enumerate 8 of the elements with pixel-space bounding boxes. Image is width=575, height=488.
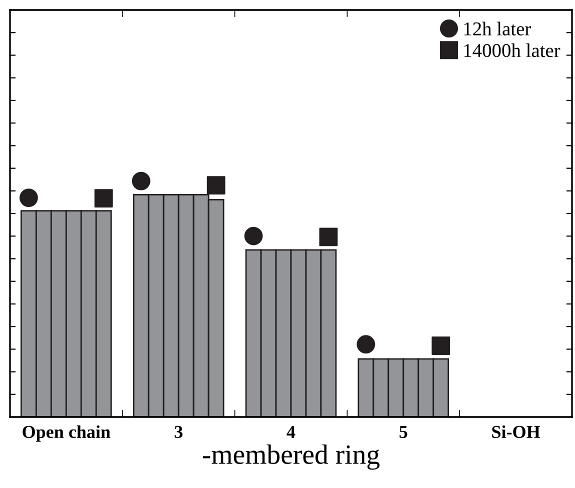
x-axis-title: -membered ring <box>202 444 380 470</box>
x-tick-label: 3 <box>174 426 182 438</box>
legend-label: 14000h later <box>464 43 560 58</box>
x-tick-label: Open chain <box>22 425 110 442</box>
x-tick-label: Si-OH <box>492 425 540 438</box>
legend-label: 12h later <box>464 22 531 36</box>
x-tick-label: 4 <box>286 426 296 438</box>
x-tick-label: 5 <box>400 426 408 438</box>
